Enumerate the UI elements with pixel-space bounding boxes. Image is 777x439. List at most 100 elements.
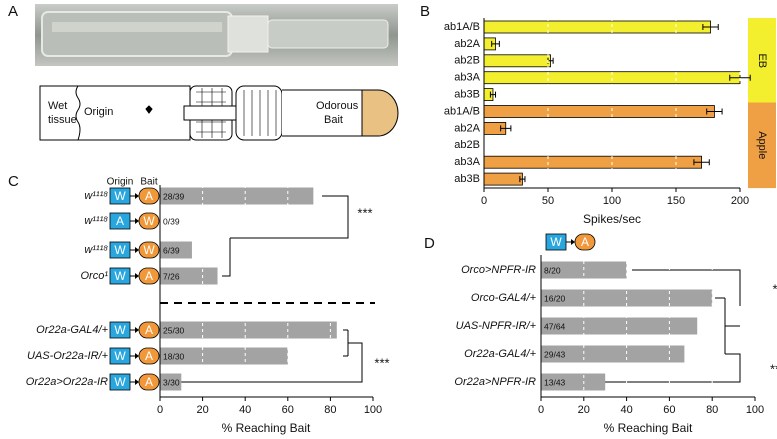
bar xyxy=(160,267,218,285)
category-label: ab3B xyxy=(454,89,480,101)
bar xyxy=(483,54,551,68)
diagram-label: tissue xyxy=(48,114,77,126)
count-label: 28/39 xyxy=(163,191,185,201)
error-bar xyxy=(693,159,710,166)
diagram-label: Origin xyxy=(84,106,113,118)
bait-letter: A xyxy=(145,269,153,283)
bar xyxy=(483,105,715,118)
count-label: 0/39 xyxy=(163,216,180,226)
category-label: UAS-Or22a-IR/+ xyxy=(27,350,109,362)
count-label: 8/20 xyxy=(544,265,561,275)
x-tick-label: 100 xyxy=(603,195,621,207)
arrow-head xyxy=(135,379,139,385)
x-tick-label: 0 xyxy=(157,404,163,416)
bait-icon xyxy=(138,241,160,259)
error-bar xyxy=(706,108,723,115)
error-bar xyxy=(702,24,719,30)
x-tick-label: 40 xyxy=(620,404,632,416)
category-label: Or22a>NPFR-IR xyxy=(454,376,536,388)
category-label: Orco>NPFR-IR xyxy=(461,264,536,276)
origin-letter: W xyxy=(550,235,562,249)
bait-letter: A xyxy=(145,375,153,389)
count-label: 47/64 xyxy=(544,321,566,331)
significance: *** xyxy=(357,205,372,220)
header: Bait xyxy=(140,177,157,188)
arrow-head xyxy=(135,218,139,224)
group-label: EB xyxy=(756,53,768,68)
bar xyxy=(541,317,698,335)
significance-bracket xyxy=(170,195,741,383)
x-tick-label: 40 xyxy=(239,404,251,416)
bar xyxy=(160,187,314,205)
x-tick-label: 20 xyxy=(578,404,590,416)
origin-letter: W xyxy=(114,269,126,283)
arrow-head xyxy=(135,273,139,279)
significance: * xyxy=(772,281,777,296)
error-bar xyxy=(519,176,526,183)
origin-letter: W xyxy=(114,243,126,257)
significance: ** xyxy=(770,361,777,376)
category-label: ab2B xyxy=(454,55,480,67)
bar xyxy=(160,241,192,259)
bait-letter: A xyxy=(145,189,153,203)
origin-letter: A xyxy=(116,214,124,228)
diagram-label: Bait xyxy=(324,114,343,126)
group-band xyxy=(748,18,776,104)
panel-letter: A xyxy=(8,3,18,20)
header: Origin xyxy=(107,177,134,188)
origin-letter: W xyxy=(114,349,126,363)
category-label: ab1A/B xyxy=(444,21,480,33)
count-label: 3/30 xyxy=(163,377,180,387)
category-label: ab3A xyxy=(454,156,480,168)
significance: *** xyxy=(374,355,389,370)
panel-letter: C xyxy=(8,173,19,190)
bait-letter: W xyxy=(143,214,155,228)
category-label: ab2A xyxy=(454,38,480,50)
category-label: Or22a-GAL4/+ xyxy=(36,324,108,336)
x-tick-label: 100 xyxy=(746,404,764,416)
category-label: ab2B xyxy=(454,139,480,151)
bait-letter: A xyxy=(145,349,153,363)
error-bar xyxy=(500,125,512,132)
category-label: ab3A xyxy=(454,72,480,84)
bar xyxy=(541,373,606,391)
count-label: 7/26 xyxy=(163,271,180,281)
bait-icon xyxy=(138,347,160,365)
bar xyxy=(160,321,337,339)
bar xyxy=(160,373,182,391)
bait-letter: W xyxy=(143,243,155,257)
category-label: UAS-NPFR-IR/+ xyxy=(456,320,537,332)
count-label: 13/43 xyxy=(544,377,566,387)
count-label: 6/39 xyxy=(163,245,180,255)
count-label: 25/30 xyxy=(163,325,185,335)
photo xyxy=(35,4,398,66)
count-label: 29/43 xyxy=(544,349,566,359)
bar xyxy=(160,347,288,365)
x-tick-label: 0 xyxy=(538,404,544,416)
x-tick-label: 50 xyxy=(542,195,554,207)
diagram xyxy=(39,85,399,141)
panel-letter: B xyxy=(420,3,430,20)
x-axis-label: % Reaching Bait xyxy=(604,421,693,435)
error-bar xyxy=(491,40,500,47)
arrow-head xyxy=(135,327,139,333)
x-tick-label: 200 xyxy=(731,195,749,207)
x-tick-label: 60 xyxy=(663,404,675,416)
bait-icon xyxy=(138,187,160,205)
category-label: Orco-GAL4/+ xyxy=(471,292,537,304)
category-label: w¹¹¹⁸ xyxy=(84,244,108,256)
error-bar xyxy=(729,74,751,81)
bar xyxy=(483,155,703,169)
category-label: ab1A/B xyxy=(444,105,480,117)
category-label: w¹¹¹⁸ xyxy=(84,215,108,227)
arrow-head xyxy=(135,353,139,359)
group-label: Apple xyxy=(756,131,768,159)
count-label: 18/30 xyxy=(163,351,185,361)
category-label: Or22a-GAL4/+ xyxy=(464,348,536,360)
group-band xyxy=(748,102,776,189)
bait-icon xyxy=(574,233,596,251)
category-label: Orco¹ xyxy=(81,270,109,282)
origin-letter: W xyxy=(114,189,126,203)
origin-letter: W xyxy=(114,375,126,389)
